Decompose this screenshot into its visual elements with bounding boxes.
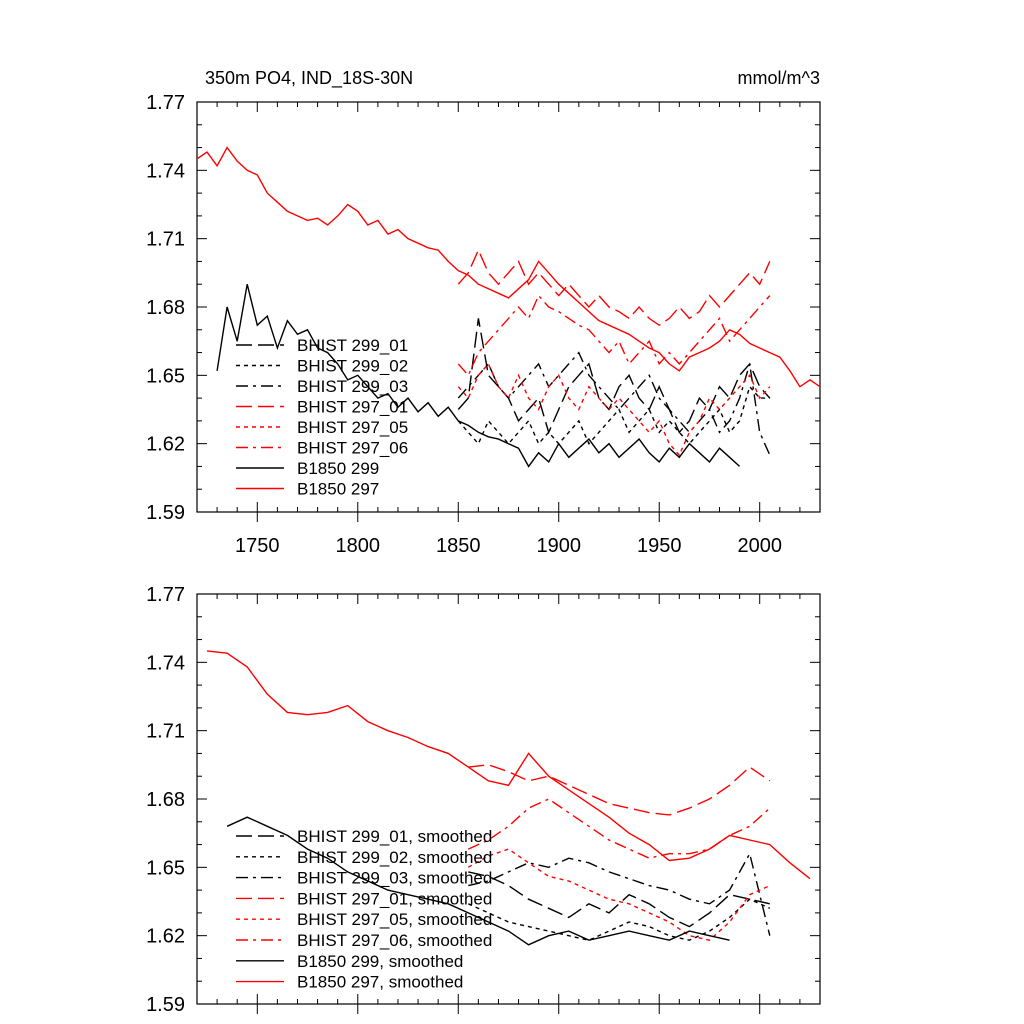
series-line-2 (468, 851, 771, 936)
plot-frame (196, 593, 821, 1005)
x-tick-label: 1800 (336, 535, 381, 557)
legend-label-3: BHIST 297_01, smoothed (297, 889, 492, 908)
y-tick-label: 1.68 (146, 297, 185, 319)
legend-label-4: BHIST 297_05 (297, 418, 408, 437)
legend-label-7: B1850 297, smoothed (297, 973, 463, 992)
units-label: mmol/m^3 (738, 68, 820, 88)
legend-label-5: BHIST 297_06 (297, 439, 408, 458)
series-line-5 (468, 798, 771, 859)
y-tick-label: 1.62 (146, 434, 185, 456)
y-tick-label: 1.62 (146, 926, 185, 948)
bottom-panel: 1.59 1.62 1.65 1.68 1.71 1.74 1.77 BHIST 299_01… (146, 584, 821, 1016)
y-tick-label: 1.74 (146, 652, 185, 674)
series-line-0 (468, 871, 770, 928)
x-tick-label: 1950 (637, 535, 682, 557)
x-tick-label: 1750 (235, 535, 280, 557)
series-line-6 (216, 284, 741, 468)
series-line-4 (457, 362, 771, 457)
legend-label-2: BHIST 299_03 (297, 377, 408, 396)
legend-label-5: BHIST 297_06, smoothed (297, 931, 492, 950)
series-line-7 (206, 650, 811, 880)
plot-frame (196, 101, 821, 513)
legend-label-6: B1850 299 (297, 459, 379, 478)
y-tick-label: 1.71 (146, 229, 185, 251)
y-tick-label: 1.71 (146, 721, 185, 743)
series-line-7 (197, 146, 820, 388)
y-tick-label: 1.65 (146, 365, 185, 387)
y-tick-label: 1.77 (146, 92, 185, 114)
series-line-6 (226, 816, 730, 946)
legend-label-1: BHIST 299_02 (297, 357, 408, 376)
y-tick-label: 1.59 (146, 502, 185, 524)
series-line-1 (457, 385, 770, 445)
legend-label-0: BHIST 299_01 (297, 336, 408, 355)
x-tick-label: 1900 (536, 535, 581, 557)
legend-label-7: B1850 297 (297, 480, 379, 499)
legend-label-3: BHIST 297_01 (297, 398, 408, 417)
y-tick-label: 1.65 (146, 857, 185, 879)
series-line-3 (468, 764, 771, 816)
top-panel: 1.59 1.62 1.65 1.68 1.71 1.74 1.77 1750 1800 1850… (146, 68, 821, 557)
chart-title: 350m PO4, IND_18S-30N (205, 68, 413, 89)
series-line-4 (467, 848, 771, 941)
x-tick-label: 1850 (436, 535, 481, 557)
series-line-3 (457, 248, 771, 327)
series-line-5 (457, 294, 771, 377)
series-line-0 (457, 318, 771, 435)
y-tick-label: 1.77 (146, 584, 185, 606)
legend-label-1: BHIST 299_02, smoothed (297, 848, 492, 867)
y-tick-label: 1.74 (146, 160, 185, 182)
legend-label-4: BHIST 297_05, smoothed (297, 910, 492, 929)
y-tick-label: 1.68 (146, 789, 185, 811)
legend-label-6: B1850 299, smoothed (297, 952, 463, 971)
legend-label-0: BHIST 299_01, smoothed (297, 827, 492, 846)
x-tick-label: 2000 (737, 535, 782, 557)
legend-label-2: BHIST 299_03, smoothed (297, 869, 492, 888)
y-tick-label: 1.59 (146, 994, 185, 1016)
